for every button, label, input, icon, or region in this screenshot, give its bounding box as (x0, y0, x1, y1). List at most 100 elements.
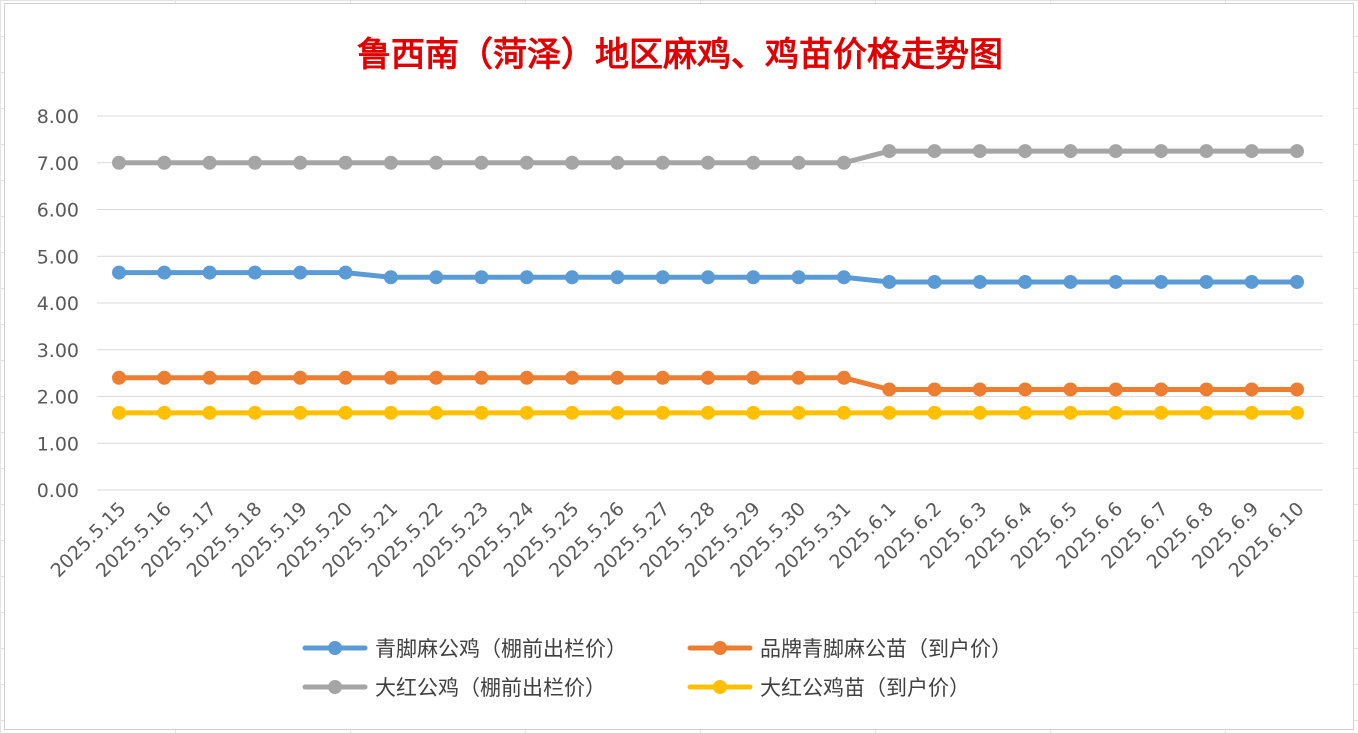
data-point[interactable] (112, 155, 126, 170)
data-point[interactable] (882, 405, 897, 420)
data-point[interactable] (1018, 382, 1033, 397)
data-point[interactable] (791, 270, 806, 285)
data-point[interactable] (429, 370, 444, 385)
data-point[interactable] (972, 382, 987, 397)
data-point[interactable] (247, 370, 262, 385)
data-point[interactable] (1063, 382, 1078, 397)
data-point[interactable] (474, 370, 489, 385)
data-point[interactable] (157, 405, 172, 420)
data-point[interactable] (1018, 144, 1033, 159)
data-point[interactable] (293, 405, 308, 420)
data-point[interactable] (836, 370, 851, 385)
data-point[interactable] (1018, 274, 1033, 289)
data-point[interactable] (610, 270, 625, 285)
data-point[interactable] (202, 405, 217, 420)
data-point[interactable] (383, 155, 398, 170)
data-point[interactable] (1018, 405, 1033, 420)
data-point[interactable] (655, 370, 670, 385)
data-point[interactable] (701, 270, 715, 285)
data-point[interactable] (927, 405, 942, 420)
data-point[interactable] (247, 265, 262, 280)
data-point[interactable] (1290, 274, 1304, 289)
data-point[interactable] (836, 155, 851, 170)
data-point[interactable] (701, 405, 715, 420)
data-point[interactable] (1108, 144, 1123, 159)
legend-item[interactable]: 大红公鸡苗（到户价） (687, 676, 970, 700)
data-point[interactable] (1244, 144, 1259, 159)
data-point[interactable] (474, 270, 489, 285)
data-point[interactable] (655, 270, 670, 285)
data-point[interactable] (1108, 405, 1123, 420)
data-point[interactable] (202, 370, 217, 385)
legend-item[interactable]: 青脚麻公鸡（棚前出栏价） (302, 637, 627, 661)
data-point[interactable] (882, 274, 897, 289)
data-point[interactable] (610, 155, 625, 170)
data-point[interactable] (1290, 144, 1304, 159)
data-point[interactable] (701, 370, 715, 385)
data-point[interactable] (882, 382, 897, 397)
data-point[interactable] (1154, 144, 1169, 159)
data-point[interactable] (836, 270, 851, 285)
data-point[interactable] (1244, 405, 1259, 420)
data-point[interactable] (338, 370, 353, 385)
data-point[interactable] (927, 382, 942, 397)
data-point[interactable] (1199, 382, 1214, 397)
data-point[interactable] (746, 405, 761, 420)
data-point[interactable] (1244, 274, 1259, 289)
data-point[interactable] (1290, 405, 1304, 420)
data-point[interactable] (1199, 274, 1214, 289)
data-point[interactable] (293, 155, 308, 170)
data-point[interactable] (701, 155, 715, 170)
legend-item[interactable]: 大红公鸡（棚前出栏价） (302, 676, 606, 700)
data-point[interactable] (157, 265, 172, 280)
data-point[interactable] (383, 370, 398, 385)
data-point[interactable] (202, 155, 217, 170)
data-point[interactable] (1199, 144, 1214, 159)
chart-container[interactable]: 鲁西南（菏泽）地区麻鸡、鸡苗价格走势图 0.00 1.00 2.00 3.00 4.00… (4, 3, 1354, 730)
data-point[interactable] (791, 370, 806, 385)
data-point[interactable] (1063, 144, 1078, 159)
data-point[interactable] (474, 155, 489, 170)
data-point[interactable] (429, 155, 444, 170)
data-point[interactable] (972, 144, 987, 159)
data-point[interactable] (836, 405, 851, 420)
data-point[interactable] (1199, 405, 1214, 420)
data-point[interactable] (655, 155, 670, 170)
data-point[interactable] (519, 270, 534, 285)
data-point[interactable] (927, 274, 942, 289)
data-point[interactable] (429, 405, 444, 420)
data-point[interactable] (746, 155, 761, 170)
data-point[interactable] (927, 144, 942, 159)
data-point[interactable] (791, 155, 806, 170)
data-point[interactable] (338, 265, 353, 280)
data-point[interactable] (1154, 405, 1169, 420)
data-point[interactable] (1154, 382, 1169, 397)
data-point[interactable] (1154, 274, 1169, 289)
data-point[interactable] (1108, 274, 1123, 289)
data-point[interactable] (610, 405, 625, 420)
data-point[interactable] (1063, 405, 1078, 420)
data-point[interactable] (157, 155, 172, 170)
data-point[interactable] (338, 155, 353, 170)
data-point[interactable] (972, 405, 987, 420)
data-point[interactable] (1290, 382, 1304, 397)
data-point[interactable] (791, 405, 806, 420)
data-point[interactable] (247, 155, 262, 170)
data-point[interactable] (247, 405, 262, 420)
data-point[interactable] (746, 370, 761, 385)
data-point[interactable] (655, 405, 670, 420)
data-point[interactable] (383, 270, 398, 285)
data-point[interactable] (610, 370, 625, 385)
data-point[interactable] (112, 370, 126, 385)
legend-item[interactable]: 品牌青脚麻公苗（到户价） (687, 637, 1012, 661)
data-point[interactable] (882, 144, 897, 159)
data-point[interactable] (519, 155, 534, 170)
data-point[interactable] (293, 265, 308, 280)
data-point[interactable] (202, 265, 217, 280)
data-point[interactable] (112, 405, 126, 420)
data-point[interactable] (565, 405, 580, 420)
data-point[interactable] (565, 370, 580, 385)
data-point[interactable] (565, 155, 580, 170)
data-point[interactable] (157, 370, 172, 385)
data-point[interactable] (1108, 382, 1123, 397)
